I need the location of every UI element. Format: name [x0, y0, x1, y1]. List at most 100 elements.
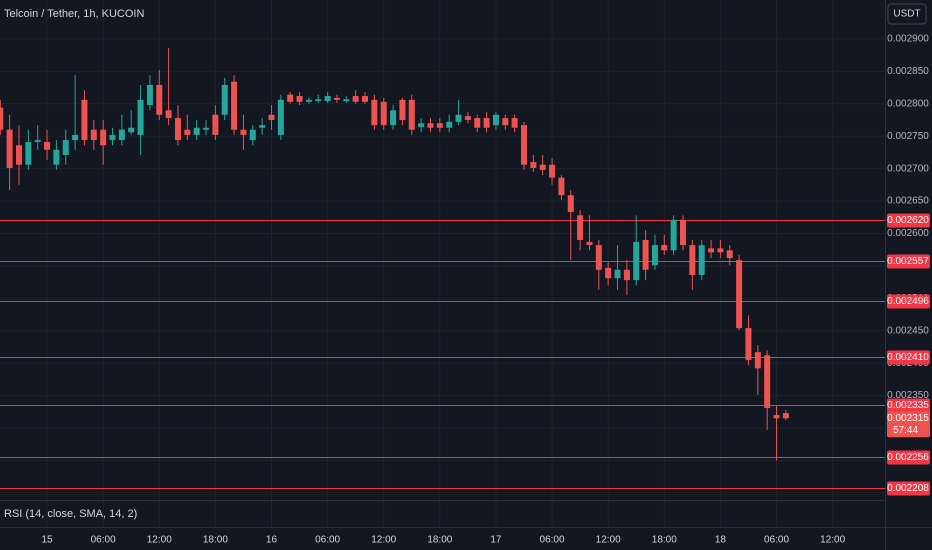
level-label: 0.002557 — [887, 256, 929, 267]
candle-body — [549, 164, 556, 178]
candle-body — [754, 352, 761, 369]
candle-body — [521, 125, 528, 165]
candle-body — [174, 118, 181, 141]
y-tick-label: 0.002850 — [887, 66, 929, 77]
level-label-box — [887, 350, 930, 365]
candle-body — [577, 215, 584, 240]
candle-body — [343, 99, 350, 102]
currency-label[interactable]: USDT — [893, 9, 920, 20]
candle-body — [661, 245, 668, 251]
level-label: 0.002208 — [887, 483, 929, 494]
candle-body — [62, 140, 69, 155]
x-tick-label: 06:00 — [540, 535, 565, 546]
y-tick-label: 0.002900 — [887, 34, 929, 45]
y-tick-label: 0.002800 — [887, 98, 929, 109]
last-price-box — [887, 411, 930, 438]
candle-body — [100, 129, 107, 146]
candle-body — [128, 127, 135, 133]
candle-body — [193, 127, 200, 135]
candle-body — [726, 250, 733, 259]
candle-body — [165, 110, 172, 119]
level-label-box — [887, 213, 930, 228]
candle-body — [249, 129, 256, 141]
candle-body — [436, 123, 443, 128]
x-tick-label: 18:00 — [427, 535, 452, 546]
x-tick-label: 12:00 — [820, 535, 845, 546]
candle-body — [90, 129, 97, 141]
x-tick-label: 17 — [490, 535, 502, 546]
candle-body — [72, 134, 79, 141]
candle-body — [399, 99, 406, 120]
grid — [0, 0, 885, 527]
candle-body — [623, 269, 630, 281]
candle-body — [146, 84, 153, 106]
candle-body — [156, 84, 163, 115]
level-label: 0.002256 — [887, 452, 929, 463]
candle-body — [717, 248, 724, 253]
candle-body — [184, 129, 191, 135]
candle-body — [455, 114, 462, 122]
level-label: 0.002335 — [887, 400, 929, 411]
x-tick-label: 12:00 — [147, 535, 172, 546]
candle-body — [502, 118, 509, 126]
candle-body — [0, 107, 4, 130]
x-tick-label: 06:00 — [315, 535, 340, 546]
levels — [0, 220, 885, 489]
level-label: 0.002620 — [887, 215, 929, 226]
candle-body — [446, 121, 453, 128]
candle-body — [212, 114, 219, 135]
candle-body — [464, 116, 471, 120]
candle-body — [371, 99, 378, 126]
candle-body — [708, 248, 715, 253]
candle-body — [427, 123, 434, 128]
x-tick-label: 16 — [266, 535, 278, 546]
y-tick-label: 0.002600 — [887, 228, 929, 239]
candle-body — [530, 162, 537, 168]
candle-body — [595, 245, 602, 270]
candle-body — [268, 114, 275, 120]
candle-body — [15, 145, 22, 165]
candle-body — [6, 129, 13, 168]
candle-body — [221, 84, 228, 115]
candle-body — [390, 110, 397, 126]
candle-body — [25, 142, 32, 165]
candle-body — [277, 99, 284, 135]
x-tick-label: 06:00 — [91, 535, 116, 546]
level-label-box — [887, 398, 930, 413]
x-tick-label: 18 — [715, 535, 727, 546]
candle-body — [109, 134, 116, 141]
candle-body — [745, 328, 752, 360]
chart-title: Telcoin / Tether, 1h, KUCOIN — [4, 8, 144, 20]
indicator-label: RSI (14, close, SMA, 14, 2) — [4, 508, 137, 520]
candle-body — [203, 127, 210, 130]
candle-body — [651, 245, 658, 266]
candle-body — [296, 95, 303, 102]
candle-body — [764, 355, 771, 408]
candle-body — [670, 219, 677, 251]
x-tick-label: 15 — [41, 535, 53, 546]
candle-body — [352, 95, 359, 102]
candle-body — [53, 149, 60, 165]
currency-button[interactable] — [887, 3, 927, 25]
candle-body — [240, 129, 247, 135]
x-tick-label: 12:00 — [596, 535, 621, 546]
candle-body — [408, 99, 415, 130]
level-label: 0.002496 — [887, 296, 929, 307]
x-tick-label: 06:00 — [764, 535, 789, 546]
candle-body — [231, 81, 238, 130]
candle-body — [305, 99, 312, 102]
candle-body — [483, 118, 490, 128]
level-label-box — [887, 450, 930, 465]
candle-body — [474, 118, 481, 128]
level-label: 0.002410 — [887, 352, 929, 363]
candle-body — [679, 219, 686, 246]
candle-body — [558, 177, 565, 196]
candle-body — [333, 97, 340, 100]
candle-body — [642, 239, 649, 270]
candle-body — [362, 95, 369, 102]
candle-body — [44, 142, 51, 150]
level-label-box — [887, 294, 930, 309]
candle-body — [287, 94, 294, 102]
